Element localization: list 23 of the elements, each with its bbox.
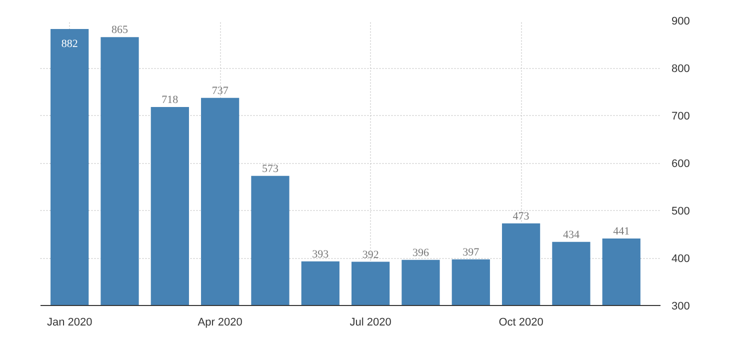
y-tick-label: 900 bbox=[672, 16, 690, 28]
y-tick-label: 600 bbox=[672, 158, 690, 170]
data-label: 397 bbox=[462, 246, 480, 258]
data-label: 393 bbox=[312, 248, 330, 260]
y-tick-label: 400 bbox=[672, 253, 690, 265]
y-tick-label: 700 bbox=[672, 110, 690, 122]
y-tick-label: 800 bbox=[672, 63, 690, 75]
data-label: 573 bbox=[262, 162, 279, 175]
data-label: 441 bbox=[613, 226, 630, 238]
x-tick-label: Jul 2020 bbox=[350, 316, 392, 328]
x-tick-label: Oct 2020 bbox=[498, 316, 544, 328]
data-label: 473 bbox=[512, 210, 530, 222]
data-label: 434 bbox=[562, 228, 580, 241]
y-tick-label: 500 bbox=[672, 206, 690, 218]
data-label: 392 bbox=[362, 248, 379, 261]
y-tick-label: 300 bbox=[672, 300, 690, 312]
x-tick-label: Jan 2020 bbox=[46, 316, 92, 328]
data-label: 396 bbox=[412, 246, 430, 259]
data-label: 865 bbox=[112, 24, 129, 36]
data-label: 882 bbox=[61, 38, 78, 50]
x-tick-label: Apr 2020 bbox=[198, 316, 242, 328]
data-label: 718 bbox=[162, 94, 179, 106]
data-label: 737 bbox=[212, 84, 229, 97]
